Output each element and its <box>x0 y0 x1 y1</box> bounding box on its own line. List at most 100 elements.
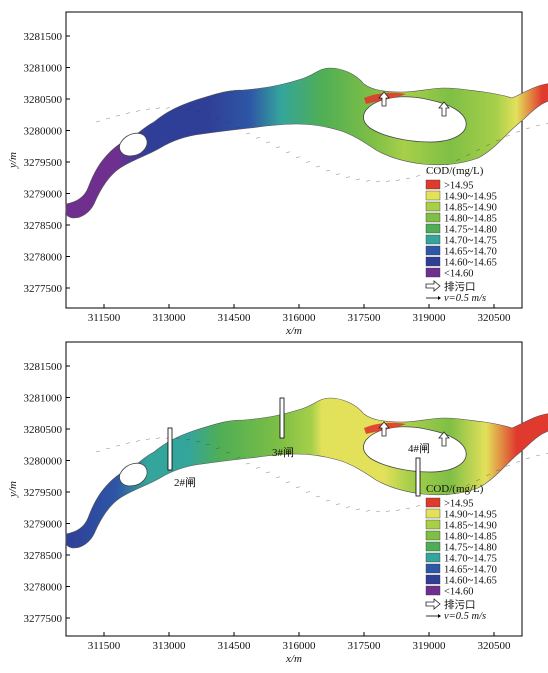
velocity-arrow <box>305 491 311 493</box>
velocity-arrow <box>405 177 411 180</box>
legend-label: <14.60 <box>444 587 474 598</box>
legend-velocity-label: v=0.5 m/s <box>444 611 486 622</box>
legend-swatch <box>425 574 441 585</box>
velocity-arrow <box>205 113 211 116</box>
velocity-arrow <box>405 507 411 510</box>
velocity-arrow <box>335 503 341 505</box>
velocity-arrow <box>115 444 121 447</box>
y-axis-label: y/m <box>7 152 19 169</box>
y-tick-label: 3278000 <box>24 582 63 594</box>
velocity-arrow <box>305 161 311 163</box>
velocity-arrow <box>345 506 351 508</box>
legend-outfall-icon <box>425 598 441 610</box>
outfall-marker <box>438 101 450 117</box>
velocity-arrow <box>175 107 181 110</box>
velocity-arrow <box>535 124 541 127</box>
y-tick-label: 3281000 <box>24 63 63 75</box>
legend-label: 14.75~14.80 <box>444 543 497 554</box>
legend-label: 14.75~14.80 <box>444 225 497 236</box>
velocity-arrow <box>415 175 421 177</box>
velocity-arrow <box>435 168 441 170</box>
velocity-arrow <box>275 146 281 149</box>
velocity-arrow <box>215 447 221 449</box>
legend-swatch <box>425 190 441 201</box>
legend-label: 14.70~14.75 <box>444 554 497 565</box>
legend-swatch <box>425 497 441 508</box>
legend-swatch <box>425 563 441 574</box>
legend-swatch <box>425 585 441 596</box>
velocity-arrow <box>495 139 501 142</box>
legend-label: 14.60~14.65 <box>444 576 497 587</box>
legend-swatch <box>425 541 441 552</box>
outfall-marker <box>438 431 450 447</box>
velocity-arrow <box>445 163 451 166</box>
legend-label: 14.90~14.95 <box>444 192 497 203</box>
river-group <box>65 67 548 219</box>
y-tick-label: 3280000 <box>24 126 63 138</box>
y-tick-label: 3279000 <box>24 519 63 531</box>
velocity-arrow <box>415 505 421 507</box>
velocity-arrow <box>455 159 461 161</box>
velocity-arrow <box>365 180 371 182</box>
x-tick-label: 314500 <box>218 312 252 324</box>
x-tick-label: 314500 <box>218 640 252 652</box>
velocity-arrow <box>115 114 121 117</box>
legend-swatch <box>425 256 441 267</box>
legend-swatch <box>425 223 441 234</box>
velocity-arrow <box>145 438 151 441</box>
gate-label: 3#闸 <box>272 446 294 459</box>
velocity-arrow <box>385 180 391 183</box>
legend-label: 14.90~14.95 <box>444 510 497 521</box>
legend-label: 14.60~14.65 <box>444 258 497 269</box>
legend-label: 14.70~14.75 <box>444 236 497 247</box>
legend-label: 14.85~14.90 <box>444 521 497 532</box>
x-tick-label: 311500 <box>88 312 121 324</box>
velocity-arrow <box>455 489 461 491</box>
velocity-arrow <box>245 462 251 465</box>
legend-title: COD/(mg/L) <box>426 165 484 177</box>
y-tick-label: 3279500 <box>24 487 63 499</box>
x-axis-label: x/m <box>285 325 302 337</box>
gate-marker <box>279 397 285 439</box>
velocity-arrow <box>475 149 481 151</box>
gate-label: 2#闸 <box>174 476 196 489</box>
y-tick-label: 3277500 <box>24 283 63 295</box>
panel-2: 3281500 3281000 3280500 3280000 3279500 32790… <box>7 341 548 665</box>
velocity-arrow <box>465 484 471 486</box>
velocity-arrow <box>295 486 301 488</box>
legend-label: >14.95 <box>444 181 474 192</box>
legend-swatch <box>425 552 441 563</box>
velocity-arrow <box>225 121 231 124</box>
island-west <box>119 462 148 487</box>
legend-label: 14.80~14.85 <box>444 532 497 543</box>
y-axis-label: y/m <box>7 481 19 498</box>
velocity-arrow <box>195 110 201 113</box>
velocity-arrow <box>245 132 251 135</box>
y-tick-label: 3281500 <box>24 31 63 43</box>
velocity-arrow <box>375 180 381 183</box>
y-tick-label: 3280000 <box>24 456 63 468</box>
velocity-arrow <box>285 151 291 153</box>
x-tick-label: 319000 <box>413 312 447 324</box>
velocity-arrow <box>515 131 521 133</box>
legend-swatch <box>425 519 441 530</box>
velocity-arrow <box>205 443 211 446</box>
legend-swatch <box>425 212 441 223</box>
velocity-arrow <box>495 469 501 472</box>
x-tick-label: 320500 <box>478 640 512 652</box>
velocity-arrow <box>505 135 511 137</box>
panel-1: 3281500 3281000 3280500 3280000 3279500 32790… <box>7 11 548 337</box>
legend-outfall-label: 排污口 <box>444 280 476 293</box>
velocity-arrow <box>105 117 111 120</box>
velocity-arrow <box>105 447 111 450</box>
velocity-arrow <box>485 144 491 146</box>
velocity-arrow <box>465 154 471 156</box>
velocity-arrow <box>275 476 281 479</box>
island-west <box>119 132 148 157</box>
velocity-arrow <box>265 141 271 144</box>
velocity-arrow <box>145 108 151 111</box>
velocity-arrow <box>335 173 341 175</box>
velocity-arrow <box>395 509 401 512</box>
velocity-arrow <box>365 510 371 512</box>
x-tick-label: 320500 <box>478 312 512 324</box>
